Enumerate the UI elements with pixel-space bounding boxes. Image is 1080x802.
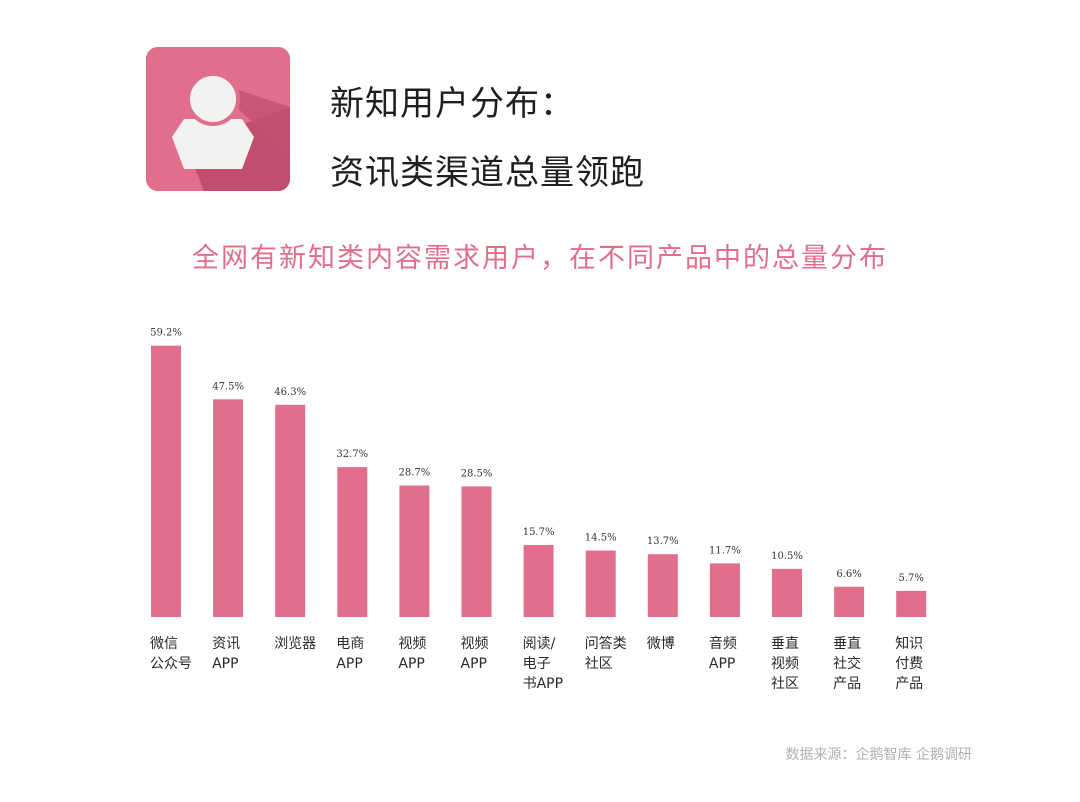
bar [151,345,181,617]
bar [275,404,306,617]
category-label: 垂直视频社区 [771,635,799,692]
category-label-line: 书APP [523,676,563,692]
category-label-line: 付费 [895,656,923,672]
category-label-line: 资讯 [212,636,240,652]
bar-value-label: 5.7% [898,573,923,584]
category-label-line: 公众号 [150,656,192,672]
category-label: 视频 APP [461,636,489,672]
category-label-line: 电子 [523,656,551,672]
category-label-line: 垂直 [833,635,861,652]
category-label-line: 社区 [771,676,799,692]
category-label-line: APP [336,656,362,672]
bar-chart: 59.2% 微信公众号 47.5% 资讯 APP 46.3% 浏览器 32.7% 电商 APP 28… [150,328,927,692]
category-label-line: 视频 [461,636,489,652]
category-label-line: 微博 [647,635,675,652]
category-label-line: 阅读/ [523,635,556,652]
category-label-line: 电商 [336,636,364,652]
bar [523,545,554,617]
bar-value-label: 47.5% [212,381,244,392]
category-label: 浏览器 [274,636,316,652]
category-label: 垂直社交产品 [833,635,861,692]
bar [896,590,927,617]
category-label-line: 视频 [398,636,426,652]
bar [399,485,430,617]
category-label-line: 微信 [150,636,178,652]
category-label-line: 社区 [585,656,613,672]
bar [461,486,492,617]
category-label-line: APP [461,656,487,672]
page-title-line-2: 资讯类渠道总量领跑 [330,153,645,193]
category-label: 音频 APP [709,635,737,672]
bar-value-label: 13.7% [647,536,679,547]
category-label: 微信公众号 [150,636,192,672]
category-label-line: 浏览器 [274,636,316,652]
category-label: 微博 [647,635,675,652]
category-label-line: APP [709,656,735,672]
bar-value-label: 28.5% [461,468,493,479]
category-label-line: 产品 [833,676,861,692]
bar-value-label: 32.7% [336,449,368,460]
bar-value-label: 14.5% [585,533,617,544]
category-label-line: 垂直 [771,635,799,652]
category-label: 视频 APP [398,636,426,672]
bar-value-label: 10.5% [771,551,803,562]
category-label-line: 知识 [895,635,923,652]
category-label: 阅读/电子书APP [523,635,563,692]
bar [585,550,616,617]
category-label-line: 问答类 [585,635,627,652]
category-label-line: APP [398,656,424,672]
bar-value-label: 6.6% [836,569,861,580]
bar [709,563,740,617]
category-label: 资讯 APP [212,636,240,672]
bar-value-label: 15.7% [523,527,555,538]
user-profile-icon [146,47,290,191]
bar-value-label: 59.2% [150,328,182,339]
bar-value-label: 46.3% [274,387,306,398]
category-label-line: 视频 [771,656,799,672]
chart-subtitle: 全网有新知类内容需求用户，在不同产品中的总量分布 [192,243,888,274]
bar-value-label: 28.7% [399,467,431,478]
bar [213,399,244,617]
category-label-line: 社交 [833,655,861,672]
page-title-line-1: 新知用户分布： [330,84,575,124]
category-label-line: 产品 [895,676,923,692]
bar [772,568,802,617]
bar [834,586,865,617]
data-source-note: 数据来源：企鹅智库 企鹅调研 [785,747,972,763]
category-label: 电商 APP [336,636,364,672]
category-label-line: APP [212,656,238,672]
category-label: 知识付费产品 [895,635,923,692]
category-label-line: 音频 [709,635,737,652]
bar [647,554,678,617]
category-label: 问答类社区 [585,635,627,672]
bar-value-label: 11.7% [709,545,741,556]
bar [337,467,368,617]
